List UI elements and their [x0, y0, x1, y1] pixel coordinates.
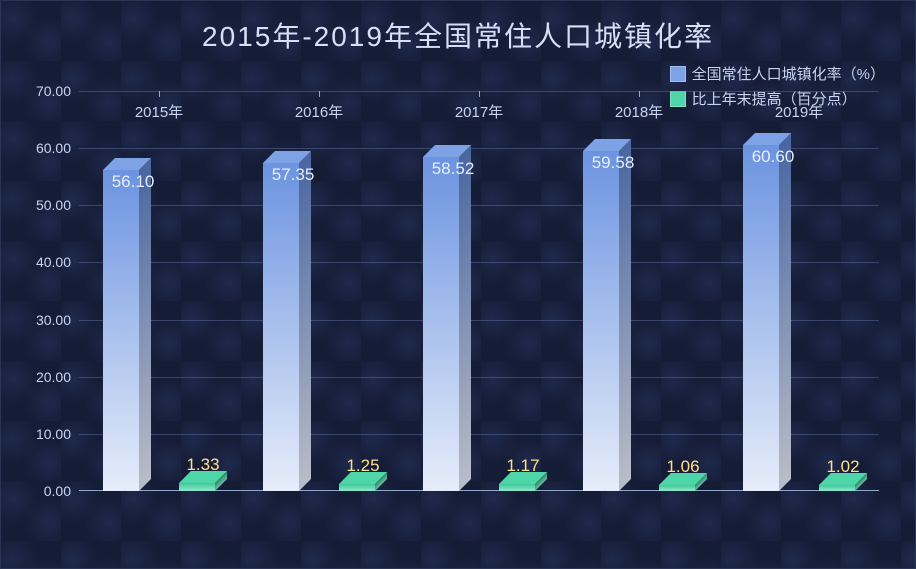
y-tick-label: 40.00 [36, 254, 71, 270]
x-tick-label: 2015年 [135, 101, 183, 122]
bar [819, 485, 855, 491]
x-tick-label: 2016年 [295, 101, 343, 122]
x-tick-label: 2018年 [615, 101, 663, 122]
x-tick [799, 91, 800, 97]
urbanization-rate-chart: 2015年-2019年全国常住人口城镇化率 全国常住人口城镇化率（%） 比上年末… [0, 0, 916, 569]
x-tick-label: 2017年 [455, 101, 503, 122]
bar [659, 485, 695, 491]
bar [499, 484, 535, 491]
x-tick-label: 2019年 [775, 101, 823, 122]
x-tick [319, 91, 320, 97]
legend-item-0: 全国常住人口城镇化率（%） [670, 63, 885, 84]
bar [743, 145, 779, 491]
plot-area: 0.0010.0020.0030.0040.0050.0060.0070.002… [79, 91, 879, 491]
y-tick-label: 70.00 [36, 83, 71, 99]
x-tick [479, 91, 480, 97]
x-tick [639, 91, 640, 97]
bar [423, 157, 459, 491]
bar [263, 163, 299, 491]
bar [103, 170, 139, 491]
x-tick [159, 91, 160, 97]
y-tick-label: 0.00 [44, 483, 71, 499]
y-tick-label: 50.00 [36, 197, 71, 213]
bar [583, 151, 619, 491]
chart-title: 2015年-2019年全国常住人口城镇化率 [1, 15, 915, 55]
legend-label-0: 全国常住人口城镇化率（%） [692, 63, 885, 84]
bar [179, 483, 215, 491]
legend-swatch-0 [670, 66, 686, 82]
y-tick-label: 60.00 [36, 140, 71, 156]
bar [339, 484, 375, 491]
y-tick-label: 20.00 [36, 369, 71, 385]
y-tick-label: 10.00 [36, 426, 71, 442]
y-tick-label: 30.00 [36, 312, 71, 328]
